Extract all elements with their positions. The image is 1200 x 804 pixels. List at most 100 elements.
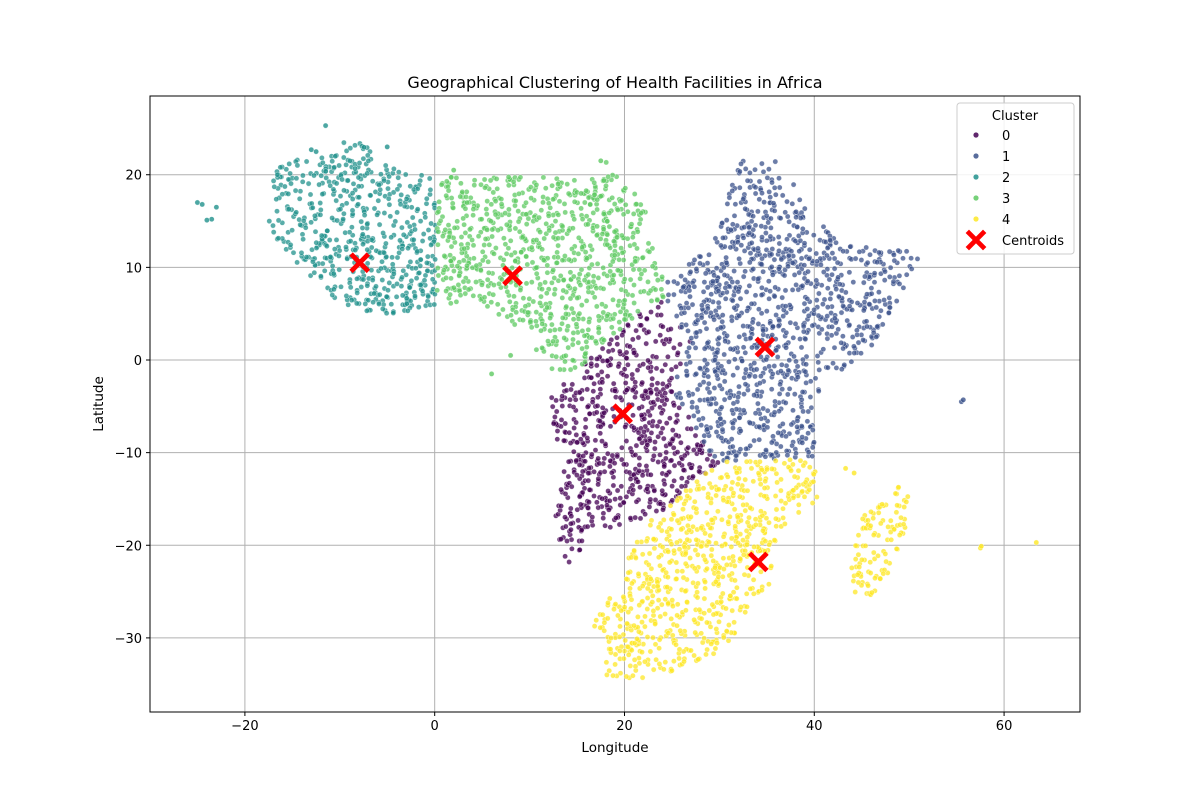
cluster-point (689, 399, 695, 405)
cluster-point (759, 467, 765, 473)
cluster-point (759, 285, 765, 291)
cluster-point (718, 404, 725, 411)
cluster-point (677, 361, 684, 367)
cluster-point (805, 449, 812, 455)
cluster-point (597, 386, 604, 392)
cluster-point (589, 399, 596, 405)
cluster-point (300, 172, 306, 179)
y-tick-label: −20 (115, 539, 142, 554)
cluster-point (743, 591, 750, 597)
cluster-point (594, 403, 601, 409)
cluster-point (421, 277, 428, 284)
cluster-point (785, 367, 792, 374)
cluster-point (712, 357, 718, 363)
cluster-point (631, 300, 637, 306)
cluster-point (746, 283, 753, 289)
cluster-point (624, 235, 631, 242)
cluster-point (636, 462, 643, 468)
cluster-point (868, 290, 875, 297)
cluster-point (567, 269, 574, 276)
cluster-point (458, 234, 465, 240)
cluster-point (603, 659, 610, 666)
cluster-point (700, 379, 707, 385)
cluster-point (674, 412, 680, 418)
cluster-point (440, 233, 446, 239)
cluster-point (673, 432, 679, 438)
x-tick-label: 40 (806, 719, 823, 734)
cluster-point (698, 630, 704, 637)
cluster-point (629, 315, 635, 322)
cluster-point (552, 327, 558, 333)
cluster-point (516, 228, 523, 235)
cluster-point (448, 243, 455, 250)
cluster-point (360, 276, 367, 283)
cluster-point (893, 546, 900, 552)
cluster-point (588, 374, 595, 381)
cluster-point (343, 162, 349, 168)
cluster-point (669, 667, 675, 674)
cluster-point (493, 176, 500, 182)
cluster-point (737, 260, 743, 267)
cluster-point (704, 367, 710, 373)
cluster-point (386, 280, 393, 286)
cluster-point (628, 554, 635, 561)
cluster-point (854, 571, 861, 578)
cluster-point (747, 335, 754, 341)
cluster-point (573, 457, 580, 464)
cluster-point (651, 453, 657, 459)
cluster-point (537, 300, 543, 306)
cluster-point (601, 468, 608, 475)
cluster-point (861, 299, 868, 305)
cluster-point (820, 301, 826, 307)
cluster-point (687, 359, 693, 366)
cluster-point (545, 338, 551, 344)
cluster-point (610, 272, 617, 278)
cluster-point (558, 503, 564, 509)
cluster-point (662, 659, 669, 665)
cluster-point (501, 235, 507, 241)
cluster-point (685, 444, 691, 451)
cluster-point (620, 499, 627, 506)
cluster-point (720, 590, 726, 597)
cluster-point (856, 564, 862, 570)
cluster-point (317, 212, 324, 218)
cluster-point (467, 226, 473, 233)
cluster-point (435, 208, 442, 215)
cluster-point (604, 231, 611, 238)
cluster-point (737, 428, 744, 434)
cluster-point (741, 248, 748, 254)
cluster-point (379, 277, 386, 283)
cluster-point (482, 184, 488, 191)
cluster-point (760, 169, 767, 175)
cluster-point (569, 381, 576, 388)
cluster-point (562, 553, 568, 560)
cluster-point (512, 258, 519, 264)
cluster-point (289, 227, 295, 233)
cluster-point (724, 332, 730, 339)
cluster-point (900, 521, 907, 528)
cluster-point (364, 246, 371, 253)
cluster-point (633, 327, 639, 334)
cluster-point (737, 295, 744, 302)
cluster-point (582, 249, 589, 255)
cluster-point (478, 216, 485, 222)
cluster-point (702, 270, 709, 277)
cluster-point (635, 479, 641, 485)
cluster-point (578, 205, 584, 212)
cluster-point (716, 304, 722, 311)
cluster-point (571, 216, 577, 223)
cluster-point (443, 275, 449, 281)
cluster-point (630, 336, 636, 343)
cluster-point (553, 397, 559, 404)
cluster-point (728, 227, 734, 233)
cluster-point (484, 276, 491, 283)
cluster-point (632, 394, 638, 400)
cluster-point (796, 502, 802, 508)
cluster-point (594, 362, 600, 369)
cluster-point (732, 577, 738, 584)
cluster-point (660, 381, 666, 387)
cluster-point (878, 307, 884, 314)
cluster-point (533, 237, 540, 243)
cluster-point (747, 505, 753, 511)
cluster-point (313, 239, 320, 246)
